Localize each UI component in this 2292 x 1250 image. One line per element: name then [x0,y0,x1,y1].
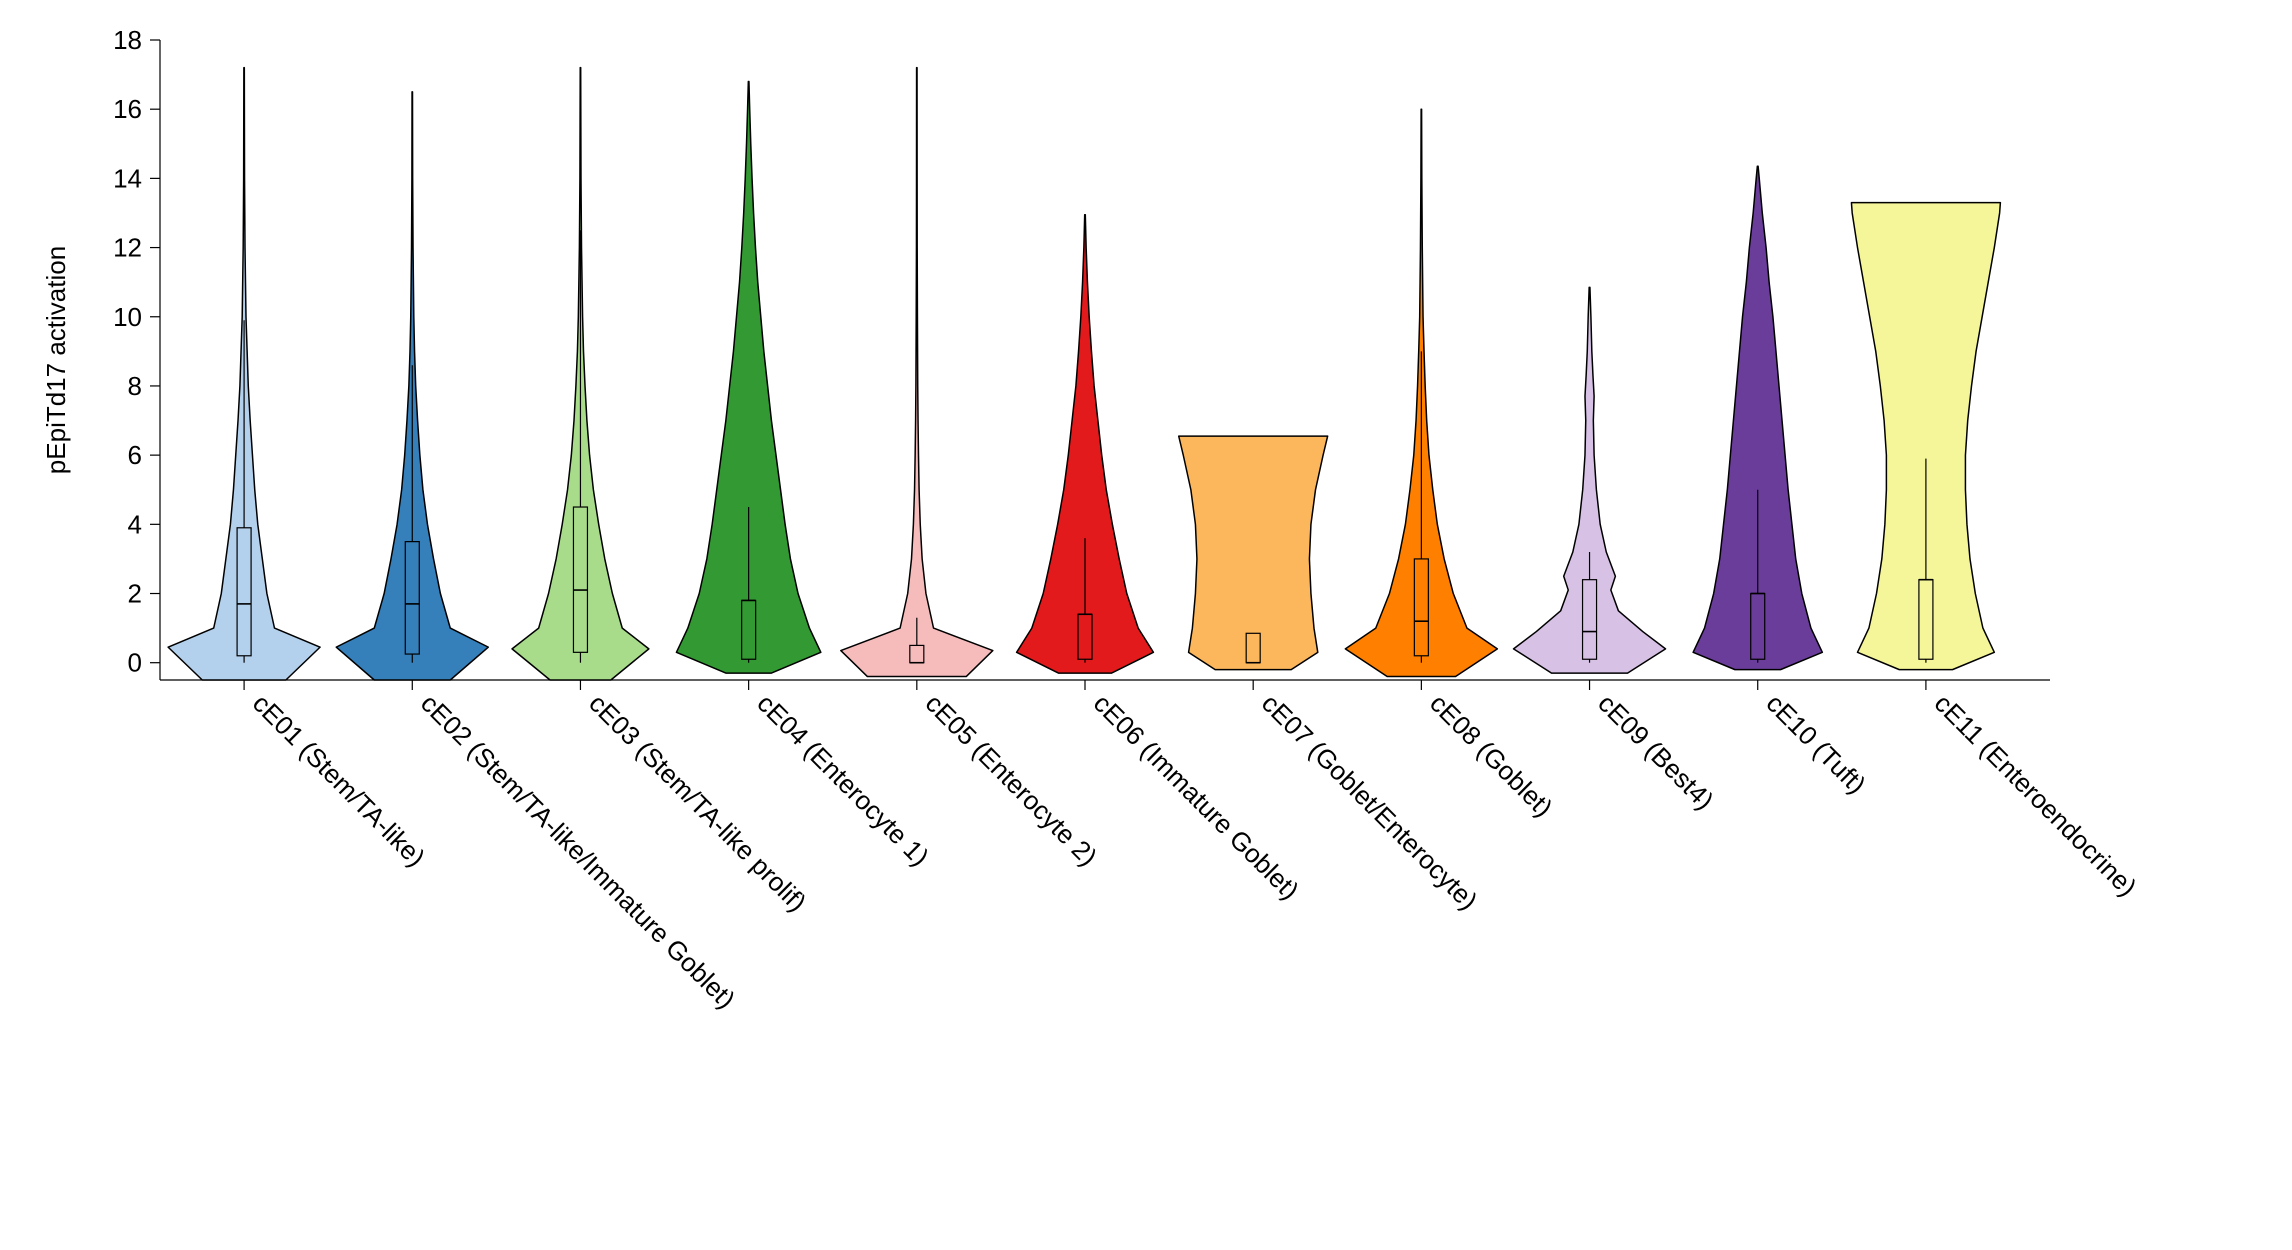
y-axis-label: pEpiTd17 activation [41,246,71,474]
xtick-label: cE01 (Stem/TA-like) [247,688,431,872]
ytick-label: 6 [128,440,142,470]
violin [841,68,993,677]
xtick-label: cE05 (Enterocyte 2) [920,688,1104,872]
xtick-label: cE04 (Enterocyte 1) [751,688,935,872]
ytick-label: 0 [128,648,142,678]
ytick-label: 12 [113,233,142,263]
violin-chart: 0 2 4 6 8 10 12 14 16 18 pEpiTd17 activation cE01 (… [0,0,2292,1250]
xtick-label: cE02 (Stem/TA-like/Immature Goblet) [415,688,741,1014]
chart-svg: 0 2 4 6 8 10 12 14 16 18 pEpiTd17 activation cE01 (… [0,0,2292,1250]
xtick-label: cE09 (Best4) [1592,688,1719,815]
violin [336,92,488,680]
violin [1514,287,1666,673]
xtick-label: cE10 (Tuft) [1760,688,1871,799]
violin [1693,166,1822,669]
violin [1179,436,1328,670]
violin [168,68,320,680]
ytick-label: 14 [113,163,142,193]
violin [1345,109,1497,676]
xtick-label: cE08 (Goblet) [1424,688,1559,823]
violin [676,82,820,674]
violin [1851,203,2000,670]
ytick-label: 16 [113,94,142,124]
ytick-label: 10 [113,302,142,332]
ytick-label: 2 [128,579,142,609]
violin [512,68,649,680]
ytick-label: 4 [128,509,142,539]
violin [1017,215,1154,673]
xtick-label: cE11 (Enteroendocrine) [1929,688,2143,902]
ytick-label: 18 [113,25,142,55]
ytick-label: 8 [128,371,142,401]
